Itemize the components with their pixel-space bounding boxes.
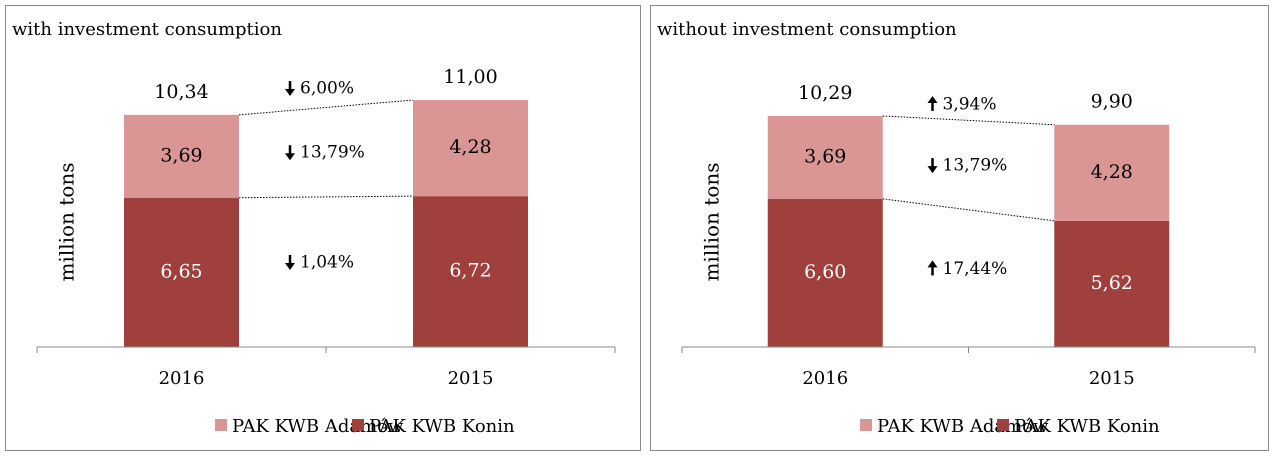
change-label: 17,44% <box>943 259 1008 279</box>
change-arrow-head <box>927 166 938 174</box>
connector <box>238 195 414 199</box>
bar-segment <box>413 100 528 197</box>
total-label: 10,34 <box>154 81 208 103</box>
connector <box>882 198 1055 222</box>
legend-swatch <box>352 419 364 431</box>
change-label: 13,79% <box>943 156 1008 176</box>
panel <box>650 5 1269 451</box>
legend-swatch <box>997 419 1009 431</box>
total-label: 9,90 <box>1091 91 1133 113</box>
connector <box>882 115 1055 126</box>
change-label: 6,00% <box>300 79 354 99</box>
value-label: 3,69 <box>804 145 846 167</box>
bar-segment <box>767 198 883 347</box>
bar-segment <box>1054 124 1170 221</box>
connector <box>238 99 414 116</box>
bar-segment <box>124 197 239 347</box>
legend-label: PAK KWB Konin <box>369 416 515 437</box>
value-label: 4,28 <box>1091 161 1133 183</box>
total-label: 11,00 <box>443 66 497 88</box>
x-tick-label: 2016 <box>159 368 205 389</box>
chart-title: with investment consumption <box>12 19 282 40</box>
change-label: 13,79% <box>300 143 365 163</box>
y-axis-label: million tons <box>700 162 724 281</box>
bar-segment <box>124 114 239 198</box>
bar-segment <box>1054 220 1170 347</box>
value-label: 3,69 <box>160 144 202 166</box>
change-arrow-head <box>285 153 295 161</box>
change-arrow-head <box>927 260 938 268</box>
legend-label: PAK KWB Konin <box>1014 416 1160 437</box>
value-label: 5,62 <box>1091 272 1133 294</box>
value-label: 6,72 <box>449 260 491 282</box>
panel <box>5 5 641 451</box>
chart-title: without investment consumption <box>657 19 957 40</box>
change-arrow-head <box>927 95 938 103</box>
bar-segment <box>413 196 528 347</box>
x-tick-label: 2015 <box>1089 368 1135 389</box>
x-tick-label: 2015 <box>448 368 494 389</box>
value-label: 4,28 <box>449 136 491 158</box>
value-label: 6,65 <box>160 260 202 282</box>
total-label: 10,29 <box>798 82 852 104</box>
change-label: 1,04% <box>300 252 354 272</box>
bar-segment <box>767 115 883 199</box>
x-tick-label: 2016 <box>802 368 848 389</box>
y-axis-label: million tons <box>55 162 79 281</box>
value-label: 6,60 <box>804 261 846 283</box>
change-arrow-head <box>285 89 295 97</box>
change-arrow-head <box>285 262 295 270</box>
legend-swatch <box>215 419 227 431</box>
legend-swatch <box>860 419 872 431</box>
change-label: 3,94% <box>943 94 997 114</box>
